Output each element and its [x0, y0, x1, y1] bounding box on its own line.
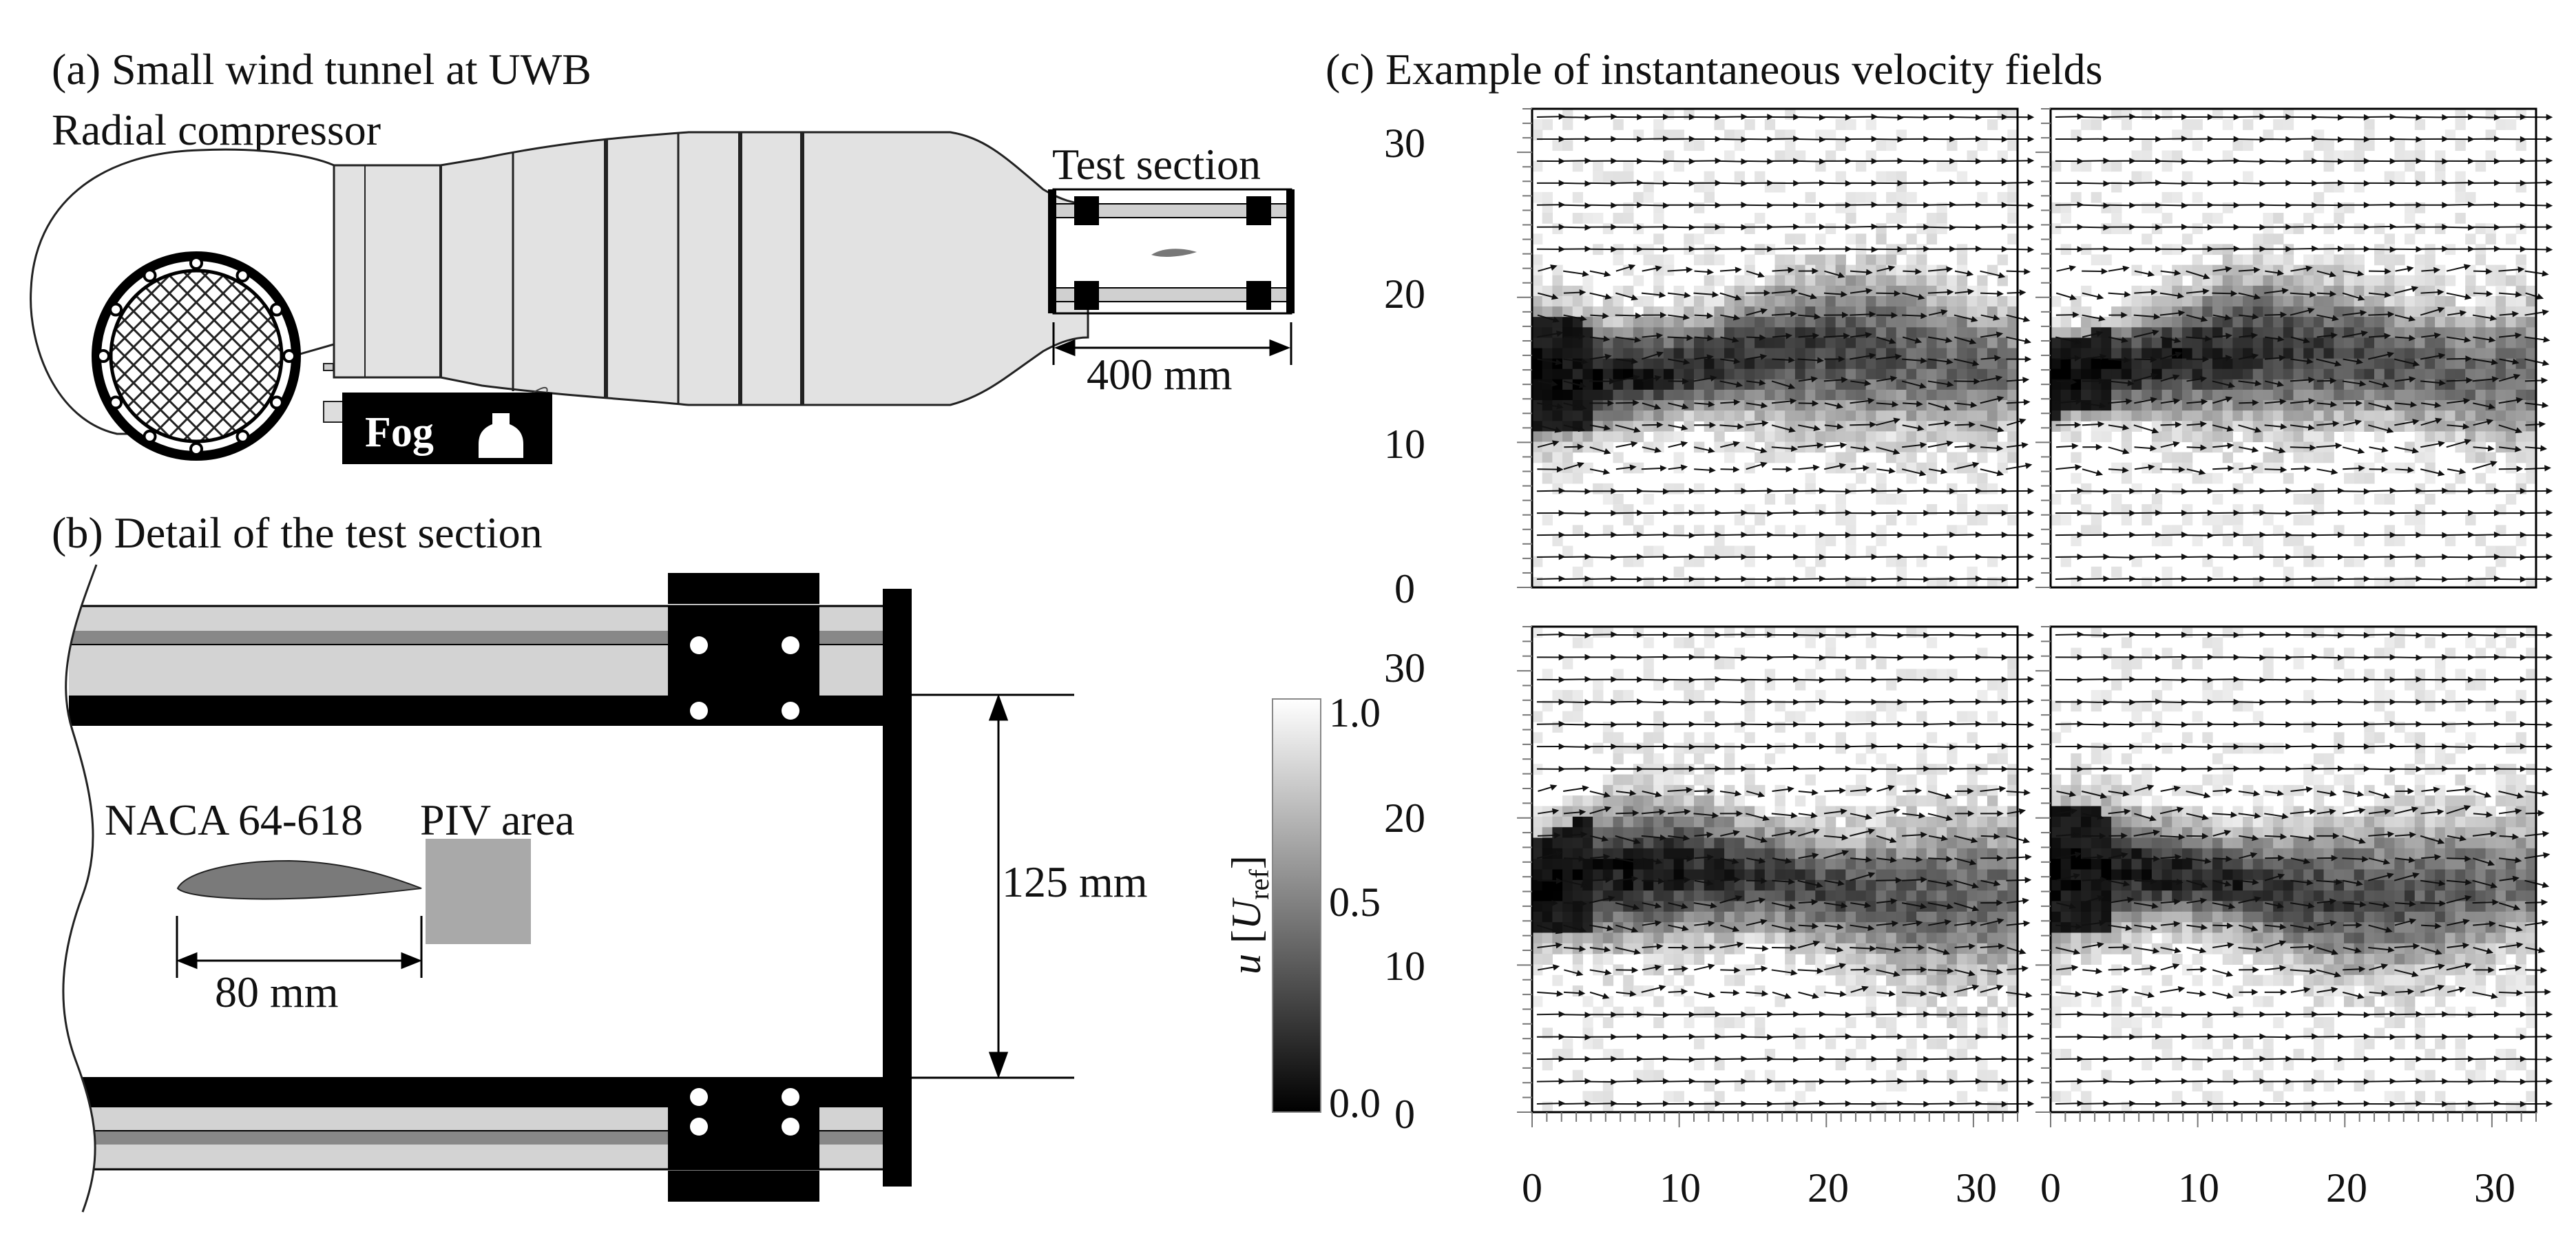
axis-ticks	[2035, 626, 2537, 1127]
fog-machine: Fog	[323, 363, 552, 464]
duct-sections	[333, 132, 804, 405]
y-tick-top-30: 30	[1384, 121, 1425, 166]
x-axis-left: 0 10 20 30	[1522, 1165, 1997, 1211]
y-tick-bottom-0: 0	[1394, 1091, 1415, 1137]
x-tick-right-10: 10	[2178, 1165, 2219, 1211]
quiver-arrows	[1536, 631, 2035, 1107]
dimension-125mm-label: 125 mm	[1002, 857, 1148, 906]
colorbar-gradient	[1272, 698, 1321, 1113]
wake-field	[1532, 109, 2018, 588]
inlet-grid	[92, 251, 301, 461]
colorbar: 1.0 0.5 0.0 u [Uref]	[1224, 690, 1381, 1126]
airfoil-label: NACA 64-618	[105, 795, 363, 844]
y-tick-bottom-10: 10	[1384, 943, 1425, 989]
y-tick-bottom-20: 20	[1384, 795, 1425, 841]
y-tick-bottom-30: 30	[1384, 645, 1425, 691]
velocity-panel-top-left	[1517, 107, 2035, 589]
piv-area	[426, 839, 531, 944]
y-axis-top: 30 20 10 0	[1384, 121, 1425, 612]
dimension-400mm-label: 400 mm	[1087, 350, 1233, 399]
quiver-arrows	[2055, 631, 2553, 1107]
y-tick-top-0: 0	[1394, 566, 1415, 612]
colorbar-tick-mid: 0.5	[1329, 879, 1381, 925]
x-tick-left-20: 20	[1808, 1165, 1849, 1211]
quiver-arrows	[1536, 113, 2035, 583]
x-tick-left-10: 10	[1659, 1165, 1701, 1211]
flange-blocks	[668, 573, 912, 1202]
dimension-400mm	[1052, 322, 1292, 365]
panel-frame	[2049, 625, 2537, 1114]
quiver-arrows	[2055, 113, 2553, 583]
dimension-80mm	[176, 916, 423, 978]
panel-frame	[1531, 107, 2019, 589]
dimension-125mm	[988, 693, 1009, 1079]
velocity-fields	[1517, 107, 2553, 1127]
x-axis-right: 0 10 20 30	[2040, 1165, 2515, 1211]
y-tick-top-10: 10	[1384, 421, 1425, 467]
tunnel-duct	[333, 131, 1089, 406]
velocity-panel-top-right	[2035, 107, 2553, 589]
x-tick-right-30: 30	[2474, 1165, 2515, 1211]
break-line	[28, 565, 96, 1212]
panel-b: (b) Detail of the test section	[28, 508, 1148, 1213]
colorbar-tick-top: 1.0	[1329, 690, 1381, 735]
panel-frame	[2049, 107, 2537, 589]
panel-frame	[1531, 625, 2019, 1114]
colorbar-label: u [Uref]	[1224, 855, 1275, 974]
test-section-mini: Test section	[1048, 140, 1295, 315]
axis-ticks	[1517, 626, 2018, 1127]
airfoil-shape	[176, 859, 422, 900]
test-section-label: Test section	[1052, 140, 1261, 189]
y-tick-top-20: 20	[1384, 271, 1425, 317]
panel-c-title: (c) Example of instantaneous velocity fi…	[1326, 45, 2103, 94]
panel-a: (a) Small wind tunnel at UWB Radial comp…	[30, 45, 1295, 464]
dimension-80mm-label: 80 mm	[215, 968, 339, 1016]
y-axis-bottom: 30 20 10 0	[1384, 645, 1425, 1137]
panel-c: (c) Example of instantaneous velocity fi…	[1224, 45, 2553, 1211]
velocity-panel-bottom-right	[2035, 625, 2553, 1127]
x-tick-right-0: 0	[2040, 1165, 2061, 1211]
break-curve	[62, 564, 98, 1213]
x-tick-left-0: 0	[1522, 1165, 1542, 1211]
wake-field	[2051, 109, 2537, 588]
axis-ticks	[2035, 108, 2051, 588]
piv-area-label: PIV area	[420, 795, 575, 844]
radial-compressor-label: Radial compressor	[52, 105, 381, 154]
axis-ticks	[1517, 108, 1532, 588]
panel-a-title: (a) Small wind tunnel at UWB	[52, 45, 591, 94]
x-tick-left-30: 30	[1956, 1165, 1997, 1211]
x-tick-right-20: 20	[2326, 1165, 2367, 1211]
wake-field	[2051, 627, 2537, 1113]
colorbar-tick-bottom: 0.0	[1329, 1080, 1381, 1126]
fog-label: Fog	[365, 409, 434, 456]
panel-b-title: (b) Detail of the test section	[52, 508, 543, 557]
velocity-panel-bottom-left	[1517, 625, 2035, 1127]
bottle-icon	[479, 413, 523, 458]
